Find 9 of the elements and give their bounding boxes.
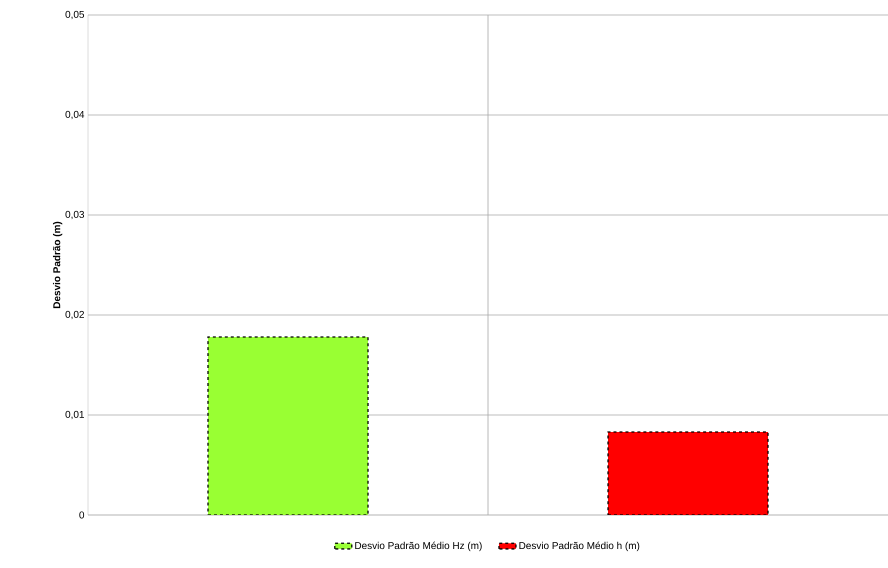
y-tick-label: 0,05	[65, 10, 84, 20]
legend-label: Desvio Padrão Médio h (m)	[519, 542, 640, 552]
y-tick-label: 0,03	[65, 210, 84, 220]
y-axis-title: Desvio Padrão (m)	[52, 222, 62, 308]
y-tick-label: 0,04	[65, 110, 84, 120]
legend-label: Desvio Padrão Médio Hz (m)	[355, 542, 482, 552]
y-tick-label: 0,01	[65, 410, 84, 420]
y-tick-label: 0	[79, 511, 84, 519]
y-tick-label: 0,02	[65, 310, 84, 320]
